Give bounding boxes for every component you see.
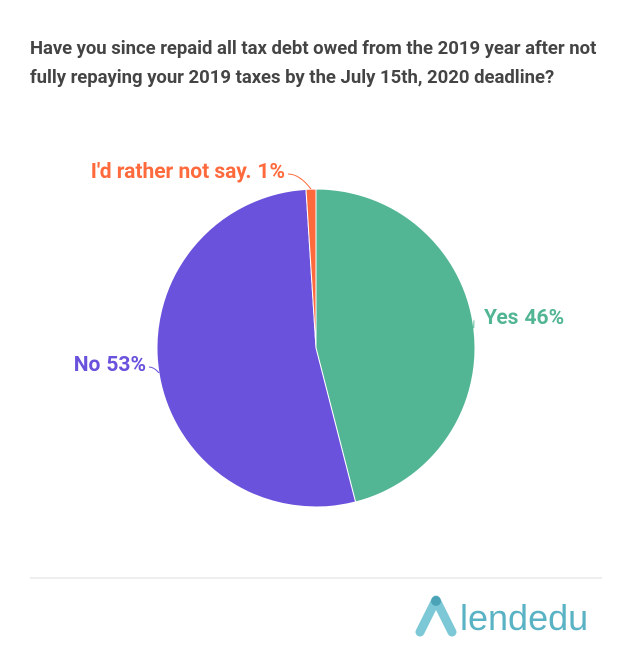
logo-icon [415,595,457,637]
value-label: 1% [257,160,285,184]
leader-line [287,173,312,190]
value-label: 53% [106,353,146,377]
slice-label: No 53% [74,353,146,377]
pie-slice [156,188,357,508]
logo-text: lendedu [460,597,588,638]
slice-label: Yes 46% [484,306,564,330]
pie-slice [305,188,317,349]
slice-label: I'd rather not say. 1% [91,160,285,184]
leader-line [148,366,160,374]
category-label: No [74,353,101,377]
category-label: Yes [484,306,519,330]
value-label: 46% [524,306,564,330]
chart-title: Have you since repaid all tax debt owed … [30,37,597,88]
category-label: I'd rather not say. [91,160,252,184]
